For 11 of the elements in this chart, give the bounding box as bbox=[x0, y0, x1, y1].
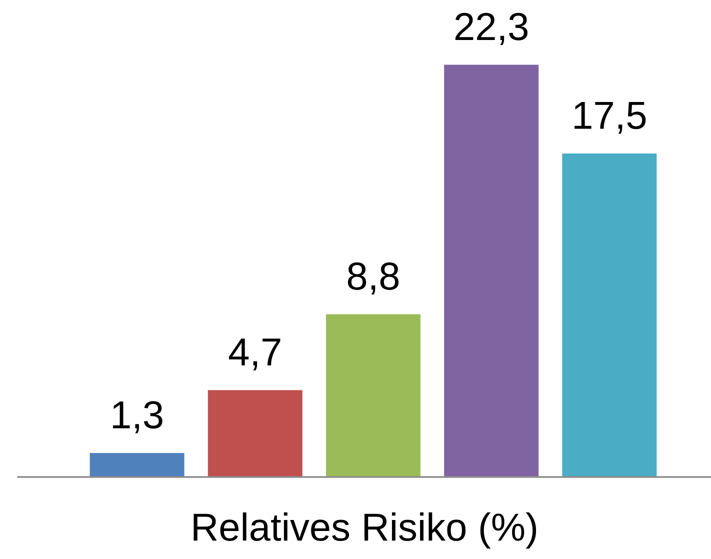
x-axis-title: Relatives Risiko (%) bbox=[194, 512, 536, 549]
data-label: 1,3 bbox=[112, 401, 162, 434]
bar bbox=[326, 314, 420, 477]
data-label: 4,7 bbox=[229, 338, 280, 370]
data-label: 8,8 bbox=[348, 262, 399, 295]
bar bbox=[444, 64, 539, 477]
data-label: 22,3 bbox=[455, 12, 528, 45]
data-label: 17,5 bbox=[574, 102, 646, 134]
bar bbox=[208, 390, 302, 477]
bar bbox=[562, 153, 657, 477]
bar bbox=[90, 452, 184, 477]
